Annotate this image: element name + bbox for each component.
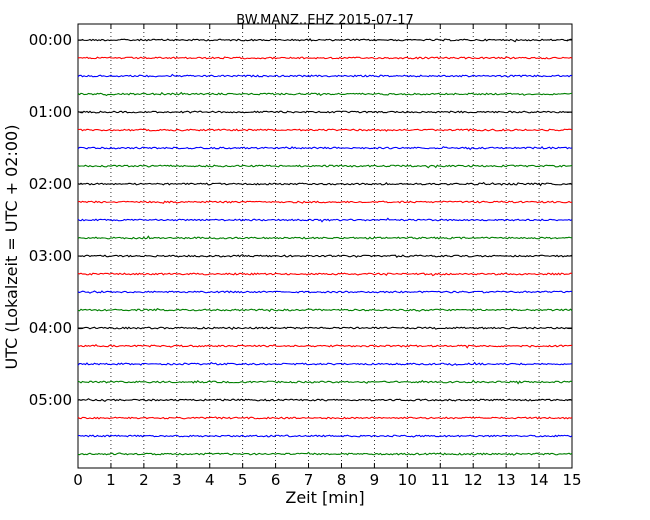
trace-0145 (77, 164, 573, 169)
trace-0415 (77, 343, 573, 349)
trace-0330 (77, 290, 573, 294)
y-tick-label-02:00: 02:00 (29, 175, 72, 193)
trace-group (77, 37, 573, 456)
trace-0015 (77, 56, 573, 60)
trace-0115 (77, 128, 573, 132)
trace-0315 (77, 272, 573, 277)
y-tick-label-05:00: 05:00 (29, 391, 72, 409)
trace-0215 (77, 200, 573, 205)
trace-0100 (77, 110, 573, 114)
trace-0300 (77, 254, 573, 258)
trace-0515 (77, 416, 573, 420)
x-tick-label-4: 4 (205, 471, 215, 489)
y-tick-label-04:00: 04:00 (29, 319, 72, 337)
trace-0000 (77, 37, 573, 43)
x-tick-labels: 0 1 2 3 4 5 6 7 8 9 10 11 12 13 14 15 (73, 471, 581, 489)
plot-frame (77, 23, 573, 469)
y-tick-label-00:00: 00:00 (29, 31, 72, 49)
x-tick-label-10: 10 (398, 471, 417, 489)
x-tick-label-6: 6 (271, 471, 281, 489)
trace-0545 (77, 451, 573, 456)
trace-0200 (77, 181, 573, 187)
trace-0045 (77, 91, 573, 97)
trace-0400 (77, 326, 573, 330)
x-tick-label-15: 15 (562, 471, 581, 489)
trace-0030 (77, 73, 573, 78)
x-tick-label-9: 9 (370, 471, 380, 489)
x-tick-label-12: 12 (464, 471, 483, 489)
x-tick-label-2: 2 (139, 471, 149, 489)
tick-marks (77, 24, 573, 468)
x-tick-label-1: 1 (106, 471, 116, 489)
x-tick-label-14: 14 (530, 471, 549, 489)
y-tick-label-03:00: 03:00 (29, 247, 72, 265)
trace-0345 (77, 308, 573, 313)
y-axis-label: UTC (Lokalzeit = UTC + 02:00) (2, 125, 21, 370)
x-tick-label-13: 13 (497, 471, 516, 489)
x-tick-label-8: 8 (337, 471, 347, 489)
trace-0430 (77, 361, 573, 366)
y-tick-labels: 00:00 01:00 02:00 03:00 04:00 05:00 (29, 31, 72, 409)
trace-0230 (77, 217, 573, 223)
x-tick-label-7: 7 (304, 471, 314, 489)
x-tick-label-0: 0 (73, 471, 83, 489)
trace-0445 (77, 379, 573, 385)
trace-0245 (77, 235, 573, 240)
plot-area (77, 23, 573, 469)
trace-0130 (77, 146, 573, 151)
x-tick-label-5: 5 (238, 471, 248, 489)
x-axis-label: Zeit [min] (285, 488, 364, 507)
x-tick-label-11: 11 (431, 471, 450, 489)
trace-0500 (77, 398, 573, 402)
trace-0530 (77, 434, 573, 438)
y-tick-label-01:00: 01:00 (29, 103, 72, 121)
x-tick-label-3: 3 (172, 471, 182, 489)
